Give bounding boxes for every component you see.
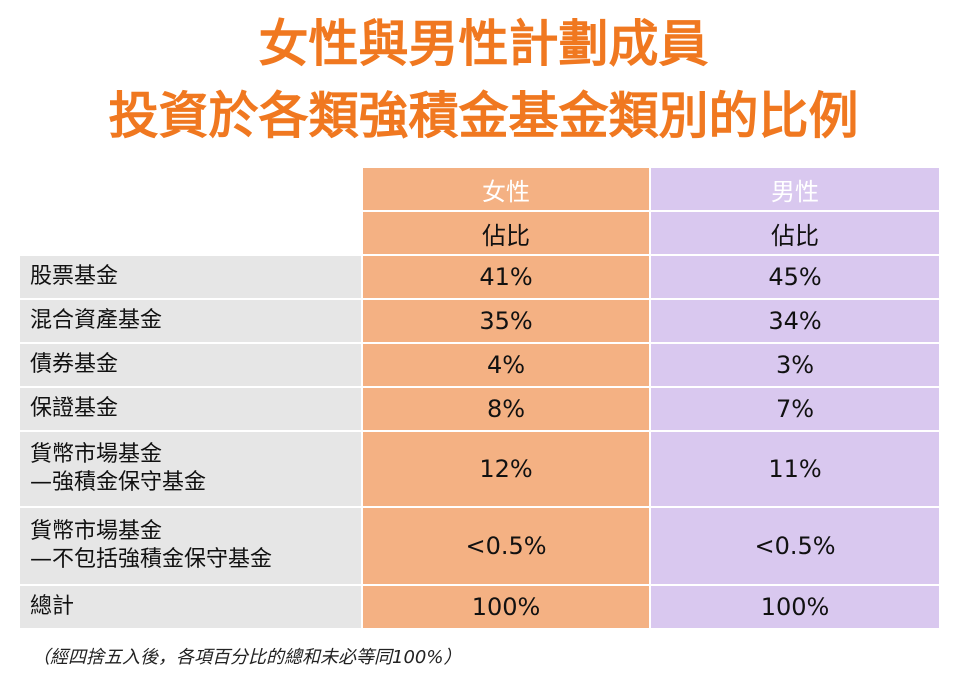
male-subheader: 佔比 bbox=[651, 212, 939, 254]
row-label-total: 總計 bbox=[20, 586, 361, 628]
female-value-bond: 4% bbox=[363, 344, 649, 386]
female-value-equity: 41% bbox=[363, 256, 649, 298]
female-value-money-market-mpf-conservative: 12% bbox=[363, 432, 649, 506]
female-value-guaranteed: 8% bbox=[363, 388, 649, 430]
male-column-header: 男性 bbox=[651, 168, 939, 210]
row-label-guaranteed: 保證基金 bbox=[20, 388, 361, 430]
row-label-money-market-mpf-conservative: 貨幣市場基金 —強積金保守基金 bbox=[20, 432, 361, 506]
female-value-money-market-other: <0.5% bbox=[363, 508, 649, 584]
male-value-total: 100% bbox=[651, 586, 939, 628]
row-label-mixed-assets: 混合資產基金 bbox=[20, 300, 361, 342]
male-value-equity: 45% bbox=[651, 256, 939, 298]
row-label-money-market-other: 貨幣市場基金 —不包括強積金保守基金 bbox=[20, 508, 361, 584]
rounding-footnote: （經四捨五入後，各項百分比的總和未必等同100%） bbox=[32, 647, 462, 668]
page-title-line1: 女性與男性計劃成員 bbox=[258, 15, 709, 73]
male-value-bond: 3% bbox=[651, 344, 939, 386]
female-column-header: 女性 bbox=[363, 168, 649, 210]
row-label-bond: 債券基金 bbox=[20, 344, 361, 386]
male-value-money-market-other: <0.5% bbox=[651, 508, 939, 584]
female-value-mixed-assets: 35% bbox=[363, 300, 649, 342]
female-value-total: 100% bbox=[363, 586, 649, 628]
male-value-mixed-assets: 34% bbox=[651, 300, 939, 342]
page-title-line2: 投資於各類強積金基金類別的比例 bbox=[108, 87, 859, 145]
male-value-money-market-mpf-conservative: 11% bbox=[651, 432, 939, 506]
female-subheader: 佔比 bbox=[363, 212, 649, 254]
row-label-equity: 股票基金 bbox=[20, 256, 361, 298]
male-value-guaranteed: 7% bbox=[651, 388, 939, 430]
